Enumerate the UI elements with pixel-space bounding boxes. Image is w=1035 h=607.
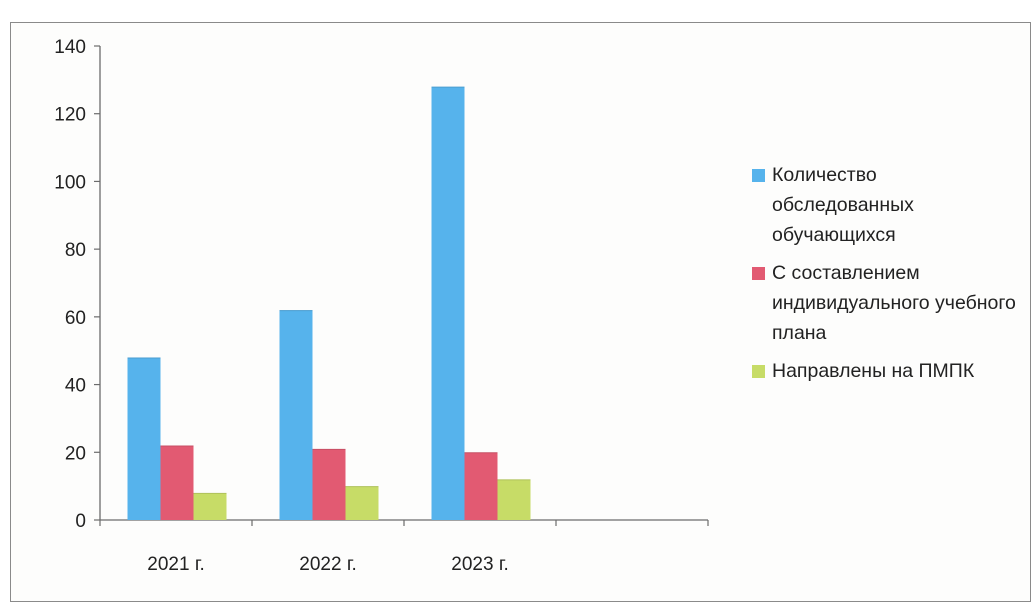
legend-swatch-pmpk xyxy=(752,365,765,378)
legend-label-surveyed: Количество обследованных обучающихся xyxy=(772,164,914,246)
x-tick-label-2: 2023 г. xyxy=(451,554,508,575)
y-tick-label-4: 80 xyxy=(65,240,86,261)
y-tick-label-0: 0 xyxy=(75,511,86,532)
bar-1-0 xyxy=(279,310,313,520)
legend-item-surveyed: Количество обследованных обучающихся xyxy=(752,160,1022,250)
y-tick-label-7: 140 xyxy=(54,37,86,58)
x-tick-label-0: 2021 г. xyxy=(147,554,204,575)
chart-legend: Количество обследованных обучающихся С с… xyxy=(752,160,1022,394)
bar-1-2 xyxy=(345,486,379,520)
y-tick-label-2: 40 xyxy=(65,376,86,397)
y-tick-label-3: 60 xyxy=(65,308,86,329)
y-tick-label-1: 20 xyxy=(65,443,86,464)
bar-2-0 xyxy=(431,86,465,520)
bar-0-1 xyxy=(160,445,194,520)
legend-swatch-individual-plan xyxy=(752,267,765,280)
bar-0-2 xyxy=(193,492,227,520)
bar-2-1 xyxy=(464,452,498,520)
legend-label-individual-plan: С составлением индивидуального учебного … xyxy=(772,262,1016,344)
legend-swatch-surveyed xyxy=(752,169,765,182)
chart-labels: 0 20 40 60 80 100 120 140 2021 г. 2022 г. 2023 г. xyxy=(54,37,508,575)
legend-item-individual-plan: С составлением индивидуального учебного … xyxy=(752,258,1022,348)
x-tick-label-1: 2022 г. xyxy=(299,554,356,575)
legend-label-pmpk: Направлены на ПМПК xyxy=(772,360,975,382)
bar-0-0 xyxy=(127,357,161,520)
chart-bars xyxy=(127,86,531,520)
y-tick-label-6: 120 xyxy=(54,105,86,126)
bar-1-1 xyxy=(312,448,346,520)
y-tick-label-5: 100 xyxy=(54,172,86,193)
bar-2-2 xyxy=(497,479,531,520)
legend-item-pmpk: Направлены на ПМПК xyxy=(752,356,1022,386)
